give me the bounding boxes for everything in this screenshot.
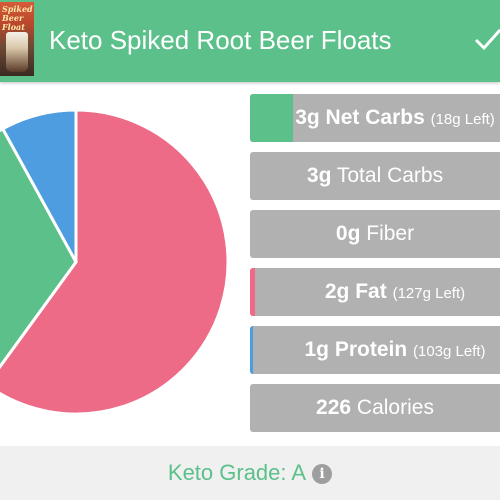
- fat-label: Fat: [355, 280, 387, 303]
- keto-grade-label: Keto Grade: A: [167, 460, 307, 485]
- fiber-label: Fiber: [366, 222, 415, 245]
- pie-slice-net-carbs: [0, 126, 78, 370]
- protein-value: 1g: [304, 338, 329, 361]
- net-carbs-value: 3g: [295, 106, 320, 129]
- fiber-value: 0g: [335, 222, 361, 245]
- recipe-thumbnail[interactable]: Spiked Beer Float: [0, 2, 34, 76]
- calories-bar[interactable]: 226 Calories: [250, 384, 500, 432]
- float-glass-image: [6, 32, 28, 72]
- thumbnail-caption: Spiked Beer Float: [2, 4, 33, 32]
- protein-bar[interactable]: 1g Protein (103g Left): [250, 326, 500, 374]
- total-carbs-bar[interactable]: 3g Total Carbs: [250, 152, 500, 200]
- net-carbs-remaining: (18g Left): [430, 111, 495, 128]
- protein-remaining: (103g Left): [413, 343, 486, 360]
- app-header: Spiked Beer Float Keto Spiked Root Beer …: [0, 0, 500, 82]
- total-carbs-value: 3g: [306, 164, 332, 187]
- info-icon[interactable]: i: [312, 464, 333, 485]
- pie-slice-fat: [0, 108, 230, 416]
- fat-bar[interactable]: 2g Fat (127g Left): [250, 268, 500, 316]
- fat-remaining: (127g Left): [392, 285, 466, 302]
- check-icon[interactable]: [474, 22, 500, 56]
- net-carbs-progress: [250, 94, 293, 142]
- total-carbs-label: Total Carbs: [336, 164, 444, 187]
- calories-label: Calories: [356, 396, 434, 419]
- protein-progress: [250, 326, 253, 374]
- fat-value: 2g: [324, 280, 350, 303]
- pie-slice-protein: [0, 108, 78, 263]
- protein-label: Protein: [334, 338, 408, 361]
- net-carbs-label: Net Carbs: [325, 106, 425, 129]
- fiber-bar[interactable]: 0g Fiber: [250, 210, 500, 258]
- macro-pie-chart: [0, 108, 230, 416]
- recipe-title: Keto Spiked Root Beer Floats: [49, 25, 392, 55]
- net-carbs-bar[interactable]: 3g Net Carbs (18g Left): [250, 94, 500, 142]
- calories-value: 226: [316, 396, 352, 419]
- fat-progress: [250, 268, 255, 316]
